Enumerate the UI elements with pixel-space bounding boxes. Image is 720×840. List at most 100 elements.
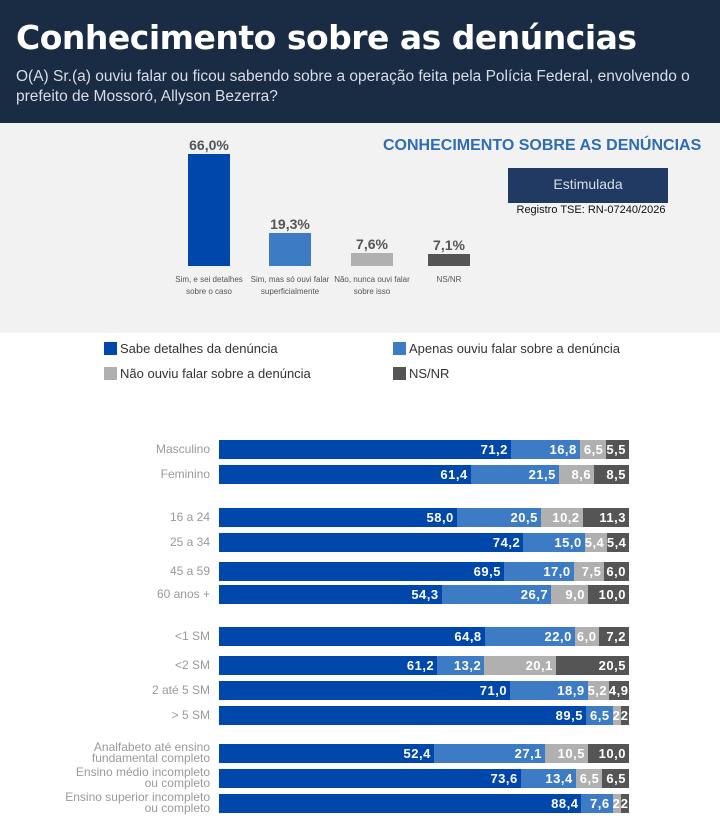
row-label: 16 a 24 (169, 510, 210, 524)
bar-segment: 2 (612, 706, 621, 725)
row-label: <2 SM (174, 658, 210, 672)
bar-segment: 9,0 (551, 585, 588, 604)
stacked-bar: 69,5 17,0 7,5 6,0 (219, 562, 629, 581)
bar-segment: 6,0 (574, 627, 600, 646)
bar-segment: 64,8 (219, 627, 485, 646)
stacked-bar: 54,3 26,7 9,0 10,0 (219, 585, 629, 604)
legend-item: Apenas ouviu falar sobre a denúncia (393, 341, 620, 356)
row-label: > 5 SM (171, 708, 210, 722)
bar-segment: 27,1 (433, 744, 545, 763)
registro-tse: Registro TSE: RN-07240/2026 (516, 204, 666, 216)
row-label: Analfabeto até ensino fundamental comple… (91, 740, 210, 765)
bar-segment: 54,3 (219, 585, 442, 604)
stacked-bar: 52,4 27,1 10,5 10,0 (219, 744, 629, 763)
stacked-bar: 58,0 20,5 10,2 11,3 (219, 508, 629, 527)
bar-segment: 10,0 (587, 744, 629, 763)
category-label: Não, nunca ouvi falar sobre isso (334, 275, 410, 296)
legend-label: Apenas ouviu falar sobre a denúncia (409, 341, 621, 356)
bar-segment: 58,0 (219, 508, 457, 527)
legend-swatch (104, 367, 117, 380)
stacked-bar: 64,8 22,0 6,0 7,2 (219, 627, 629, 646)
bar (269, 233, 311, 266)
legend-label: Sabe detalhes da denúncia (120, 341, 278, 356)
legend-item: Não ouviu falar sobre a denúncia (104, 366, 311, 381)
bar-segment: 2 (620, 706, 629, 725)
row-label: 25 a 34 (169, 535, 210, 549)
legend-label: NS/NR (409, 366, 450, 381)
bar (188, 154, 230, 266)
row-label: <1 SM (174, 629, 210, 643)
legend-label: Não ouviu falar sobre a denúncia (120, 366, 311, 381)
bar-segment: 61,2 (219, 656, 438, 675)
bar-segment: 61,4 (219, 465, 471, 484)
bar-segment: 5,5 (606, 440, 629, 459)
bar-segment: 7,2 (599, 627, 629, 646)
bar-segment: 6,5 (575, 769, 603, 788)
legend-swatch (393, 367, 406, 380)
data-label: 19,3% (270, 216, 310, 233)
category-label: NS/NR (436, 275, 462, 284)
row-label: Masculino (155, 442, 210, 456)
summary-panel (0, 123, 720, 333)
bar-segment: 17,0 (503, 562, 574, 581)
bar-segment: 71,2 (219, 440, 511, 459)
row-label: 45 a 59 (169, 564, 210, 578)
chart-title: CONHECIMENTO SOBRE AS DENÚNCIAS (383, 137, 702, 154)
row-label: Ensino superior incompleto ou completo (65, 790, 210, 815)
bar-segment: 5,4 (584, 533, 607, 552)
bar-segment: 10,5 (544, 744, 588, 763)
bar-segment: 69,5 (219, 562, 504, 581)
stacked-bar: 88,4 7,6 2 2 (219, 794, 629, 813)
row-label: Ensino médio incompleto ou completo (75, 765, 210, 790)
bar-segment: 20,5 (555, 656, 629, 675)
question-text: O(A) Sr.(a) ouviu falar ou ficou sabendo… (16, 68, 690, 105)
bar-segment: 15,0 (523, 533, 585, 552)
bar-segment: 16,8 (510, 440, 580, 459)
bar-segment: 10,0 (587, 585, 629, 604)
estimulada-badge: Estimulada (508, 168, 668, 203)
legend-item: Sabe detalhes da denúncia (104, 341, 278, 356)
bar-segment: 8,5 (594, 465, 629, 484)
stacked-bar: 89,5 6,5 2 2 (219, 706, 629, 725)
bar-segment: 52,4 (219, 744, 434, 763)
bar-segment: 13,2 (437, 656, 485, 675)
bar-segment: 89,5 (219, 706, 586, 725)
stacked-bar: 71,2 16,8 6,5 5,5 (219, 440, 629, 459)
bar-segment: 13,4 (520, 769, 576, 788)
stacked-bar: 61,2 13,2 20,1 20,5 (219, 656, 629, 675)
bar (428, 253, 470, 266)
bar-segment: 11,3 (582, 508, 629, 527)
header: Conhecimento sobre as denúncias O(A) Sr.… (0, 0, 720, 123)
legend-item: NS/NR (393, 366, 449, 381)
bar-segment: 7,5 (573, 562, 605, 581)
bar-segment: 21,5 (470, 465, 559, 484)
bar-segment: 5,4 (606, 533, 629, 552)
bar-segment: 88,4 (219, 794, 582, 813)
bar-segment: 10,2 (540, 508, 583, 527)
row-label: Feminino (160, 467, 210, 481)
bar-segment: 73,6 (219, 769, 521, 788)
data-label: 66,0% (189, 137, 229, 153)
bar-segment: 4,9 (608, 681, 629, 700)
stacked-bar: 74,2 15,0 5,4 5,4 (219, 533, 629, 552)
category-label: Sim, e sei detalhes sobre o caso (175, 275, 243, 296)
page-title: Conhecimento sobre as denúncias (16, 18, 637, 57)
stacked-bar: 71,0 18,9 5,2 4,9 (219, 681, 629, 700)
row-label: 2 até 5 SM (151, 683, 210, 697)
data-label: 7,6% (356, 236, 388, 253)
bar-segment: 6,5 (579, 440, 607, 459)
bar-segment: 20,5 (456, 508, 541, 527)
bar-segment: 6,0 (604, 562, 629, 581)
bar-segment: 2 (612, 794, 621, 813)
bar-segment: 7,6 (581, 794, 613, 813)
bar-segment: 8,6 (558, 465, 595, 484)
bar-segment: 74,2 (219, 533, 524, 552)
bar-segment: 20,1 (484, 656, 556, 675)
category-label: Sim, mas só ouvi falar superficialmente (250, 275, 330, 296)
bar-segment: 26,7 (441, 585, 552, 604)
stacked-bar: 61,4 21,5 8,6 8,5 (219, 465, 629, 484)
bar-segment: 5,2 (587, 681, 609, 700)
bar-segment: 71,0 (219, 681, 511, 700)
bar-segment: 6,5 (585, 706, 613, 725)
data-label: 7,1% (433, 236, 465, 253)
